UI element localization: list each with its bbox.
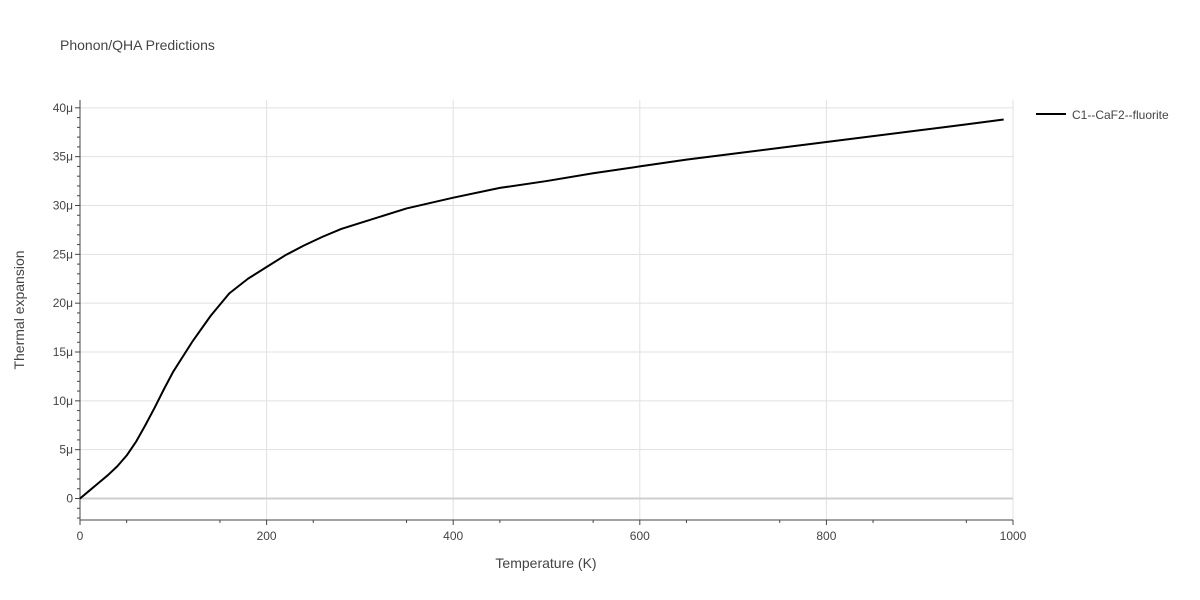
y-tick-label: 25μ bbox=[53, 247, 73, 261]
x-tick-label: 1000 bbox=[1000, 529, 1027, 543]
y-tick-label: 10μ bbox=[53, 394, 73, 408]
chart-title: Phonon/QHA Predictions bbox=[60, 37, 215, 53]
y-tick-label: 35μ bbox=[53, 150, 73, 164]
y-tick-label: 30μ bbox=[53, 198, 73, 212]
grid-layer bbox=[80, 100, 1014, 520]
ticks-layer: 0 200 400 600 800 1000 0 5μ 10μ 15μ 20μ 25μ 30μ 35μ 40… bbox=[53, 101, 1027, 543]
y-tick-label: 0 bbox=[66, 492, 73, 506]
x-tick-label: 0 bbox=[77, 529, 84, 543]
legend[interactable]: C1--CaF2--fluorite bbox=[1036, 108, 1169, 122]
y-tick-label: 15μ bbox=[53, 345, 73, 359]
y-tick-label: 40μ bbox=[53, 101, 73, 115]
x-tick-label: 200 bbox=[257, 529, 277, 543]
series-line bbox=[79, 118, 1004, 500]
x-tick-label: 600 bbox=[630, 529, 650, 543]
x-tick-label: 400 bbox=[443, 529, 463, 543]
y-tick-label: 5μ bbox=[59, 443, 73, 457]
y-axis-title: Thermal expansion bbox=[11, 250, 27, 369]
x-axis-title: Temperature (K) bbox=[495, 555, 596, 571]
y-tick-label: 20μ bbox=[53, 296, 73, 310]
legend-label: C1--CaF2--fluorite bbox=[1072, 108, 1169, 122]
axes-layer bbox=[79, 100, 1013, 521]
x-tick-label: 800 bbox=[816, 529, 836, 543]
series-layer bbox=[79, 118, 1004, 500]
